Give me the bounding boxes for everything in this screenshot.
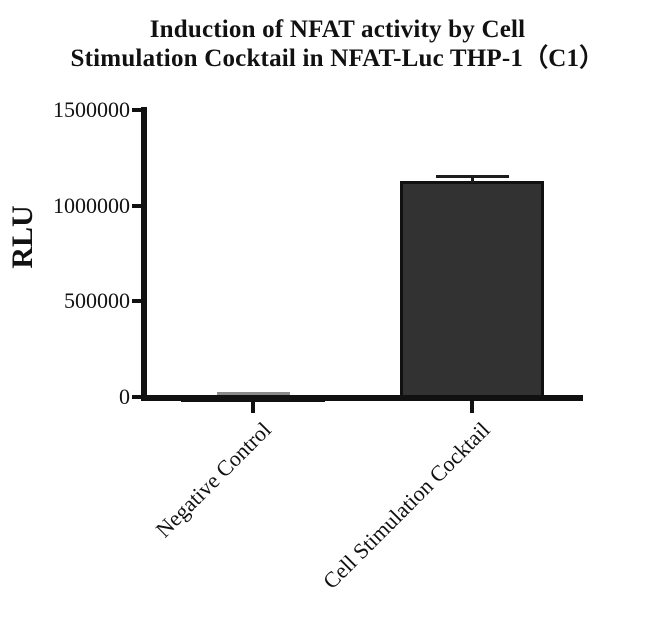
chart-title: Induction of NFAT activity by Cell Stimu… [14,15,661,73]
x-axis-label-1: Cell Stimulation Cocktail [317,417,495,594]
chart-title-line1: Induction of NFAT activity by Cell [149,16,526,43]
y-tick-label-0: 0 [119,384,130,409]
x-axis-label-0: Negative Control [150,417,276,543]
error-bar-cap-0 [216,391,290,395]
y-tick-label-3: 1500000 [53,97,130,122]
x-tick-1 [470,401,474,413]
x-axis-line [141,395,583,401]
chart-title-line2: Stimulation Cocktail in NFAT-Luc THP-1（C… [70,45,605,72]
y-tick-1 [132,299,141,304]
y-tick-label-1: 500000 [64,288,130,314]
y-tick-2 [132,203,141,208]
y-axis-line [141,107,147,401]
y-tick-label-2: 1000000 [53,192,130,218]
bar-1 [400,181,544,401]
x-tick-0 [251,401,255,413]
error-bar-line-1 [470,176,474,184]
y-tick-3 [132,108,141,112]
error-bar-cap-1 [435,175,509,179]
y-tick-0 [132,395,141,399]
